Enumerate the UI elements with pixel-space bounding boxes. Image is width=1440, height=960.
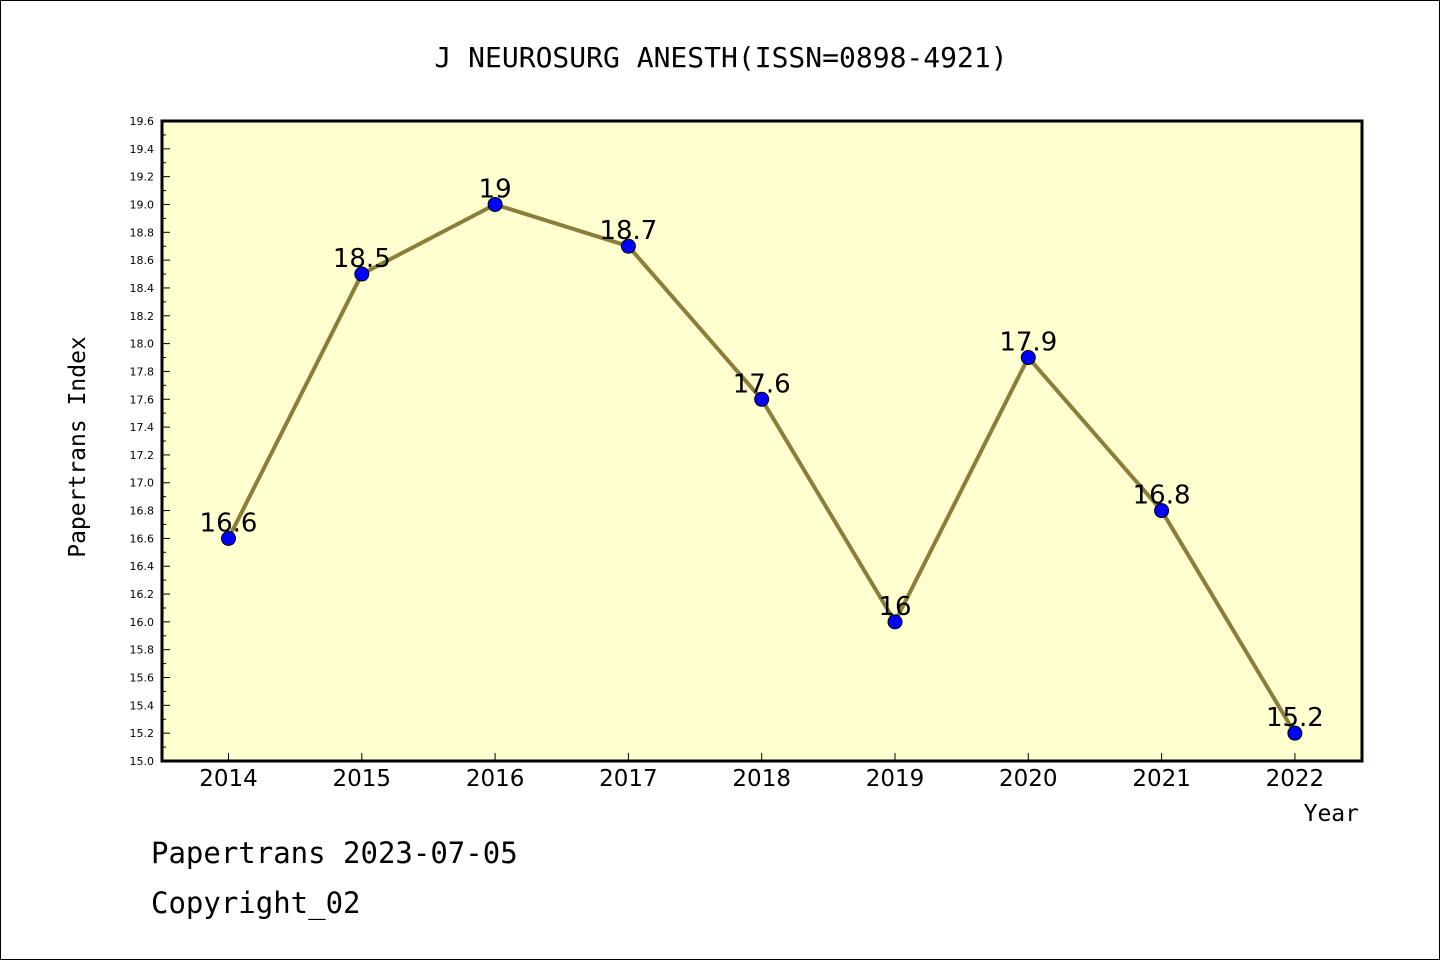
y-tick-label: 18.4	[130, 282, 155, 295]
x-tick-label: 2022	[1266, 766, 1325, 792]
y-tick-label: 15.4	[130, 699, 155, 712]
y-tick-label: 17.6	[130, 393, 155, 406]
chart-title: J NEUROSURG ANESTH(ISSN=0898-4921)	[434, 41, 1007, 74]
y-tick-label: 16.2	[130, 588, 155, 601]
data-point	[221, 530, 236, 546]
y-tick-label: 15.6	[130, 672, 155, 685]
x-tick-label: 2018	[732, 766, 791, 792]
x-tick-label: 2019	[866, 766, 925, 792]
data-label: 17.9	[999, 328, 1057, 358]
x-tick-label: 2020	[999, 766, 1058, 792]
data-label: 18.7	[599, 216, 657, 246]
y-axis-ticks: 15.0 15.2 15.4 15.6 15.8 16.0 16.2 16.4 16.6 16.8…	[130, 115, 170, 768]
y-tick-label: 18.0	[130, 338, 155, 351]
data-point	[487, 196, 503, 212]
y-tick-label: 19.2	[130, 171, 155, 184]
y-tick-label: 16.4	[130, 560, 155, 573]
data-point	[1154, 503, 1170, 519]
data-label: 16	[878, 592, 911, 622]
y-tick-label: 16.0	[130, 616, 155, 629]
x-tick-label: 2021	[1132, 766, 1191, 792]
y-tick-label: 15.8	[130, 644, 155, 657]
y-tick-label: 19.0	[130, 198, 155, 211]
data-point	[1287, 725, 1303, 741]
data-label: 19	[479, 174, 512, 204]
y-tick-label: 17.8	[130, 365, 155, 378]
y-tick-label: 19.4	[130, 143, 155, 156]
data-label: 16.6	[200, 508, 258, 538]
footer-date: Papertrans 2023-07-05	[151, 836, 518, 870]
y-tick-label: 17.0	[130, 477, 155, 490]
y-tick-label: 17.2	[130, 449, 155, 462]
y-tick-label: 17.4	[130, 421, 155, 434]
series-layer: 16.6 18.5 19 18.7 17.6 16 17.9 16.8 15.2	[200, 174, 1324, 741]
data-point	[354, 266, 370, 282]
y-tick-label: 19.6	[130, 115, 155, 128]
x-tick-label: 2014	[199, 766, 258, 792]
y-tick-label: 15.2	[130, 727, 155, 740]
x-axis-label: Year	[1304, 801, 1359, 827]
x-tick-label: 2015	[333, 766, 392, 792]
y-tick-label: 16.6	[130, 532, 155, 545]
footer-copyright: Copyright_02	[151, 886, 361, 920]
y-tick-label: 18.6	[130, 254, 155, 267]
y-tick-label: 18.8	[130, 226, 155, 239]
data-label: 16.8	[1133, 481, 1191, 511]
data-point	[887, 614, 903, 630]
x-axis-ticks: 2014 2015 2016 2017 2018 2019 2020 2021 2022	[199, 753, 1324, 792]
x-tick-label: 2017	[599, 766, 658, 792]
data-point	[754, 391, 770, 407]
y-tick-label: 16.8	[130, 505, 155, 518]
data-point	[1020, 350, 1036, 366]
data-label: 18.5	[333, 244, 391, 274]
y-axis-label: Papertrans Index	[65, 336, 91, 558]
data-label: 15.2	[1266, 703, 1324, 733]
y-tick-label: 18.2	[130, 310, 155, 323]
data-point	[620, 238, 636, 254]
plot-area	[160, 119, 1364, 763]
data-label: 17.6	[733, 369, 791, 399]
y-tick-label: 15.0	[130, 755, 155, 768]
x-tick-label: 2016	[466, 766, 525, 792]
